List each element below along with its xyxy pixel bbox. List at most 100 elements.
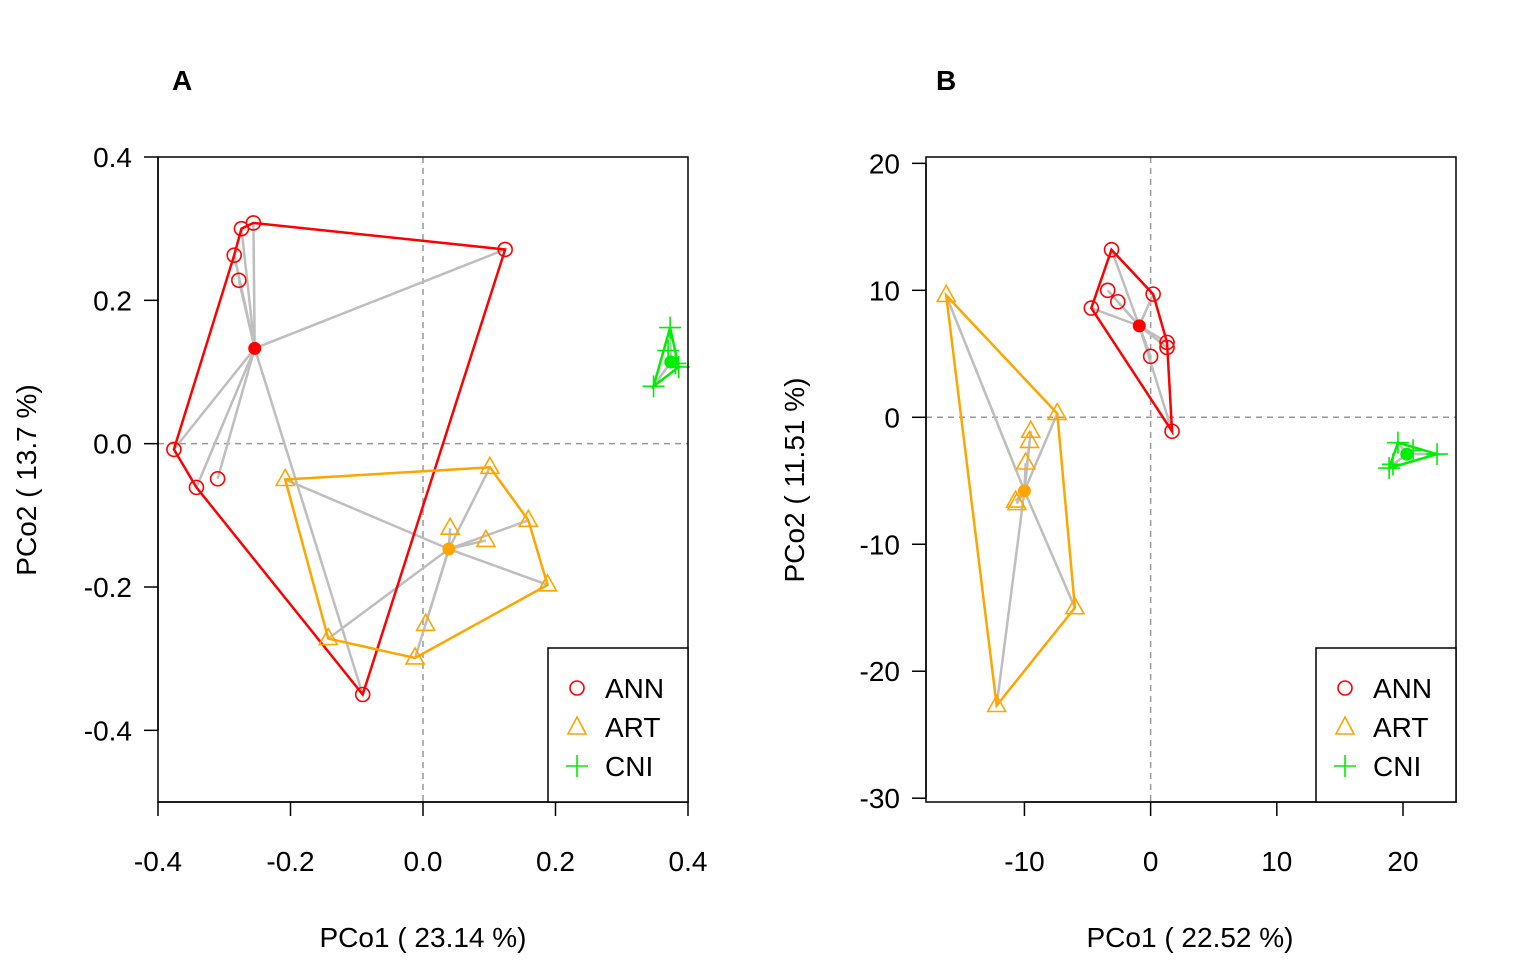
x-axis-title-a: PCo1 ( 23.14 %) [320, 922, 527, 953]
hull-ann-a [172, 221, 507, 698]
points-cni-a [642, 316, 690, 398]
data-point [1015, 451, 1037, 470]
spider-segment [448, 547, 548, 587]
spider-segment [1090, 306, 1140, 328]
y-axis-title-a: PCo2 ( 13.7 %) [11, 384, 42, 575]
x-tick-label: 20 [1387, 846, 1418, 877]
x-tick-label: 0.2 [536, 846, 575, 877]
points-art-a [274, 455, 558, 665]
data-point [233, 220, 250, 237]
spider-segment [447, 466, 492, 550]
spider-segment [1023, 490, 1077, 609]
spider-segment [252, 222, 256, 349]
spider-segment [253, 347, 364, 695]
x-tick-label: 0.4 [669, 846, 708, 877]
centroid-cni-a [664, 355, 678, 369]
x-tick-label: 0 [1143, 846, 1159, 877]
points-art-b [935, 283, 1086, 713]
data-point [1046, 401, 1068, 421]
x-axis-title-b: PCo1 ( 22.52 %) [1087, 922, 1294, 953]
data-point [1103, 241, 1120, 258]
data-point [404, 646, 426, 665]
spider-lines-art-b [945, 294, 1077, 706]
spider-segment [995, 490, 1026, 706]
axes-a: -0.4 -0.2 0.0 0.2 0.4 -0.4 -0.2 0.0 0.2 0.4 [84, 142, 708, 877]
plot-area-b [926, 157, 1456, 802]
spider-lines-ann-a [172, 222, 506, 695]
hull-art-a [283, 466, 550, 660]
spider-segment [195, 347, 256, 488]
y-tick-label: -0.2 [84, 572, 132, 603]
legend-label-cni-b: CNI [1373, 751, 1421, 782]
points-cni-b [1378, 431, 1449, 480]
x-tick-label: 10 [1261, 846, 1292, 877]
legend-item-cni-a: CNI [566, 751, 653, 782]
data-point [415, 612, 437, 632]
data-point [642, 375, 665, 398]
y-tick-label: -30 [860, 783, 900, 814]
data-point [497, 241, 513, 258]
y-tick-label: 0 [884, 402, 900, 433]
hull-art-b [944, 291, 1077, 709]
legend-box-a [547, 647, 689, 803]
x-tick-label: -0.4 [134, 846, 182, 877]
legend-marker-art-a [566, 715, 588, 735]
legend-label-cni-a: CNI [605, 751, 653, 782]
plot-area-a [158, 157, 690, 802]
y-tick-label: 0.0 [93, 429, 132, 460]
y-tick-label: -0.4 [84, 715, 132, 746]
legend-label-ann-b: ANN [1373, 673, 1432, 704]
data-point [1386, 431, 1409, 454]
data-point [1159, 334, 1175, 351]
spider-segment [172, 347, 256, 451]
data-point [1099, 282, 1116, 299]
data-point [1142, 348, 1159, 365]
data-point [986, 693, 1008, 713]
spider-segment [945, 294, 1026, 492]
spider-segment [1110, 249, 1141, 327]
y-tick-label: 0.2 [93, 285, 132, 316]
panel-label-a: A [172, 65, 192, 96]
points-ann-a [166, 215, 513, 703]
y-tick-label: -20 [860, 656, 900, 687]
data-point [209, 470, 226, 487]
data-point [1006, 491, 1028, 511]
legend-label-ann-a: ANN [605, 673, 664, 704]
legend-label-art-a: ART [605, 712, 661, 743]
data-point [1019, 429, 1040, 449]
data-point [1064, 596, 1086, 615]
legend-marker-ann-b [1337, 680, 1353, 696]
y-tick-label: 20 [869, 148, 900, 179]
legend-item-ann-b: ANN [1337, 673, 1432, 704]
data-point [517, 508, 539, 528]
centroid-ann-a [248, 341, 262, 355]
data-point [1378, 457, 1401, 480]
centroid-art-a [442, 542, 456, 556]
data-point [1159, 339, 1175, 356]
data-point [188, 479, 205, 496]
data-point [1164, 423, 1180, 440]
panel-b: B -10 0 10 20 -30 -20 -10 0 10 20 PCo1 ( 22.52 %)… [779, 65, 1457, 953]
data-point [475, 528, 497, 548]
legend-item-art-a: ART [566, 712, 661, 743]
spider-segment [216, 348, 256, 480]
data-point [226, 247, 242, 263]
y-tick-label: 0.4 [93, 142, 132, 173]
data-point [439, 516, 461, 536]
legend-marker-cni-b [1334, 755, 1356, 777]
spider-segment [327, 548, 450, 640]
data-point [1145, 286, 1161, 302]
data-point [935, 283, 957, 303]
spider-segment [237, 279, 256, 349]
legend-marker-ann-a [569, 680, 585, 696]
data-point [317, 626, 339, 646]
y-tick-label: 10 [869, 275, 900, 306]
data-point [537, 573, 558, 592]
data-point [1020, 419, 1042, 439]
legend-item-ann-a: ANN [569, 673, 664, 704]
data-point [354, 686, 371, 703]
y-axis-title-b: PCo2 ( 11.51 %) [779, 378, 810, 583]
legend-a: ANN ART CNI [547, 647, 689, 803]
data-point [166, 441, 182, 458]
